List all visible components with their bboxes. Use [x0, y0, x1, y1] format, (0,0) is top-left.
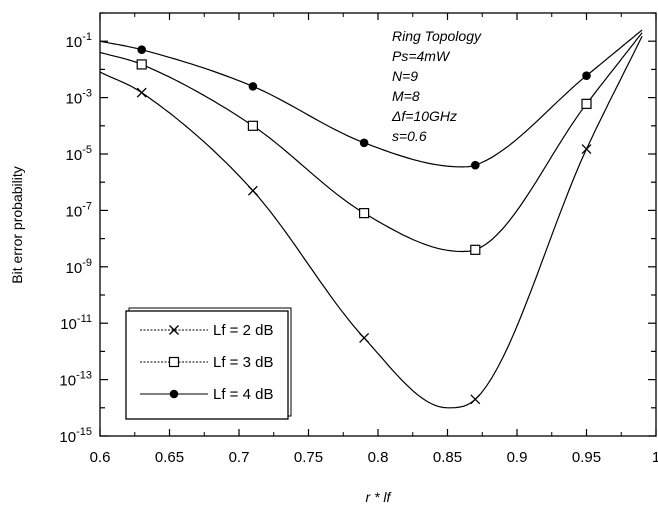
x-tick-label: 0.9: [507, 449, 528, 466]
curve-lf2: [99, 35, 643, 409]
marker-lf2: [581, 144, 592, 154]
y-tick-label: 10-7: [66, 200, 92, 220]
x-axis-ticks: 0.6 0.65 0.7 0.75 0.8 0.85 0.9 0.95 1: [90, 13, 658, 466]
marker-lf3: [470, 244, 481, 255]
annotation-delta-f: Δf=10GHz: [391, 108, 457, 124]
legend-label-lf2: Lf = 2 dB: [213, 322, 273, 339]
annotation-s: s=0.6: [392, 128, 427, 144]
y-tick-label: 10-9: [66, 257, 92, 277]
x-tick-label: 0.65: [155, 449, 184, 466]
legend-marker-lf2: [169, 325, 179, 335]
annotation-n: N=9: [392, 68, 418, 84]
x-tick-label: 1: [652, 449, 658, 466]
curve-lf3: [99, 32, 643, 253]
y-tick-label: 10-13: [59, 370, 92, 390]
x-tick-label: 0.6: [90, 449, 111, 466]
legend-marker-lf3: [168, 356, 180, 368]
marker-lf3: [247, 120, 258, 131]
x-tick-label: 0.75: [294, 449, 323, 466]
annotation-power: Ps=4mW: [392, 48, 451, 64]
marker-lf3: [359, 208, 370, 219]
x-tick-label: 0.85: [433, 449, 462, 466]
series-markers: [136, 45, 592, 405]
marker-lf4: [248, 82, 258, 91]
marker-lf3: [136, 59, 147, 70]
y-tick-label: 10-11: [60, 313, 92, 333]
x-tick-label: 0.7: [229, 449, 250, 466]
x-axis-title: r * lf: [366, 489, 393, 505]
y-tick-label: 10-1: [66, 31, 92, 51]
curve-lf4: [99, 29, 643, 168]
legend-label-lf4: Lf = 4 dB: [213, 386, 273, 403]
marker-lf4: [582, 71, 591, 80]
marker-lf2: [247, 185, 258, 196]
marker-lf4: [137, 45, 146, 54]
series-curves: [99, 29, 643, 409]
x-tick-label: 0.95: [572, 449, 601, 466]
y-axis-ticks: 10-1 10-3 10-5 10-7 10-9 10-11 10-13 10-15: [59, 12, 656, 446]
legend-label-lf3: Lf = 3 dB: [213, 354, 273, 371]
marker-lf4: [359, 138, 369, 148]
y-tick-label: 10-5: [66, 144, 92, 164]
marker-lf2: [470, 394, 481, 405]
annotation-m: M=8: [392, 88, 420, 104]
y-tick-label: 10-3: [66, 88, 92, 108]
marker-lf3: [581, 98, 592, 109]
annotation-topology: Ring Topology: [392, 28, 482, 44]
parameter-annotations: Ring Topology Ps=4mW N=9 M=8 Δf=10GHz s=…: [391, 28, 482, 144]
legend-marker-lf4: [169, 389, 179, 399]
y-axis-title: Bit error probability: [9, 166, 25, 284]
legend-box: [125, 310, 289, 420]
marker-lf2: [136, 87, 147, 98]
marker-lf4: [471, 160, 480, 170]
marker-lf2: [359, 332, 370, 343]
y-tick-label: 10-15: [59, 426, 92, 446]
x-tick-label: 0.8: [368, 449, 389, 466]
legend: Lf = 2 dB Lf = 3 dB Lf = 4 dB: [125, 307, 292, 420]
